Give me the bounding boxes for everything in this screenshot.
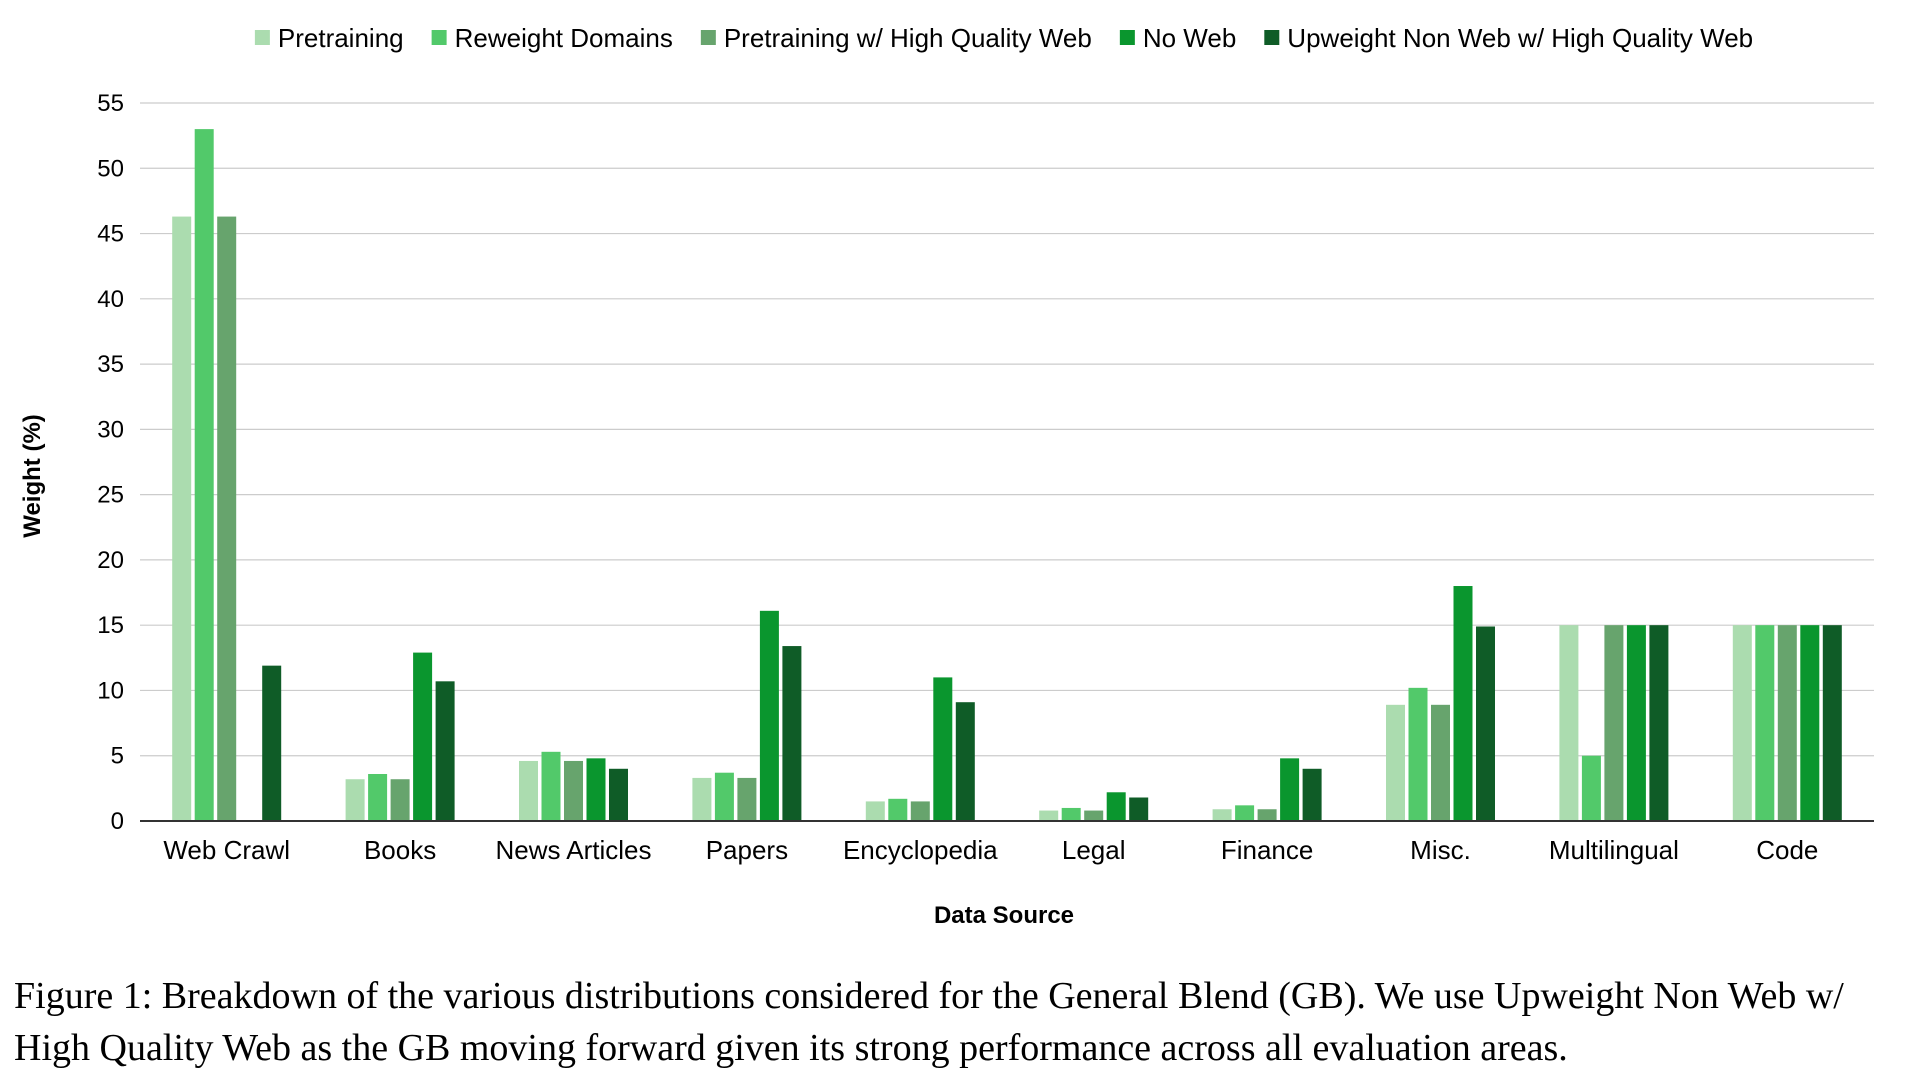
bar [1084, 810, 1104, 821]
bar [435, 681, 455, 821]
bar [609, 768, 628, 821]
chart-bars [172, 129, 1842, 822]
x-tick-label: Legal [1062, 835, 1126, 865]
legend-swatch [1119, 30, 1135, 45]
legend-label: Upweight Non Web w/ High Quality Web [1287, 23, 1753, 53]
bar [737, 777, 757, 821]
x-tick-label: News Articles [495, 835, 651, 865]
bar-chart: Pretraining Reweight Domains Pretraining w… [19, 23, 1874, 929]
bar [1235, 805, 1255, 821]
bar [1453, 586, 1473, 821]
bar [1302, 768, 1322, 821]
figure-caption: Figure 1: Breakdown of the various distr… [14, 975, 1844, 1069]
bar [413, 652, 433, 821]
bar [1800, 625, 1820, 821]
x-tick-label: Misc. [1410, 835, 1471, 865]
bar [1559, 625, 1579, 821]
y-tick-label: 20 [97, 547, 124, 574]
x-tick-label: Papers [706, 835, 788, 865]
legend-swatch [1264, 30, 1280, 45]
x-tick-label: Multilingual [1549, 835, 1679, 865]
x-tick-label: Web Crawl [163, 835, 290, 865]
bar [564, 760, 583, 821]
chart-legend: Pretraining Reweight Domains Pretraining w… [254, 23, 1753, 53]
bar [1106, 792, 1126, 821]
bar [955, 702, 975, 821]
y-tick-label: 0 [111, 808, 124, 835]
legend-label: No Web [1143, 23, 1236, 53]
bar [1626, 625, 1646, 821]
bar [1476, 626, 1495, 821]
bar [345, 779, 365, 821]
bar [1777, 625, 1797, 821]
bar [390, 779, 410, 821]
bar [1212, 809, 1232, 821]
bar [1386, 704, 1405, 821]
legend-swatch [700, 30, 716, 45]
bar [172, 216, 192, 822]
x-tick-label: Finance [1221, 835, 1314, 865]
bar [1129, 797, 1149, 821]
legend-label: Pretraining [278, 23, 404, 53]
legend-item: Pretraining [254, 23, 404, 53]
y-tick-label: 50 [97, 155, 124, 182]
bar [1039, 810, 1059, 821]
y-tick-label: 25 [97, 482, 124, 509]
bar [1408, 687, 1428, 821]
bar [1431, 704, 1450, 821]
legend-label: Pretraining w/ High Quality Web [724, 23, 1092, 53]
x-axis-title: Data Source [934, 902, 1074, 929]
x-axis-ticks: Web Crawl Books News Articles Papers Encyclo… [163, 835, 1818, 865]
y-axis-ticks: 0 5 10 15 20 25 30 35 40 45 50 55 [97, 90, 124, 835]
bar [759, 610, 779, 821]
bar [933, 677, 953, 821]
bar [217, 216, 237, 822]
legend-item: No Web [1119, 23, 1236, 53]
y-tick-label: 45 [97, 221, 124, 248]
bar [1755, 625, 1775, 821]
bar [692, 777, 712, 821]
bar [368, 774, 388, 821]
bar [782, 646, 802, 821]
bar [1732, 625, 1752, 821]
legend-label: Reweight Domains [455, 23, 673, 53]
y-tick-label: 10 [97, 677, 124, 704]
legend-item: Upweight Non Web w/ High Quality Web [1264, 23, 1753, 53]
x-tick-label: Encyclopedia [843, 835, 998, 865]
bar [541, 751, 561, 821]
bar [1604, 625, 1624, 821]
legend-swatch [431, 30, 447, 45]
legend-item: Reweight Domains [431, 23, 673, 53]
legend-item: Pretraining w/ High Quality Web [700, 23, 1092, 53]
x-tick-label: Code [1756, 835, 1818, 865]
bar [1061, 807, 1081, 821]
bar [1280, 758, 1300, 821]
y-tick-label: 5 [111, 743, 124, 770]
y-tick-label: 30 [97, 416, 124, 443]
bar [714, 772, 734, 821]
y-tick-label: 15 [97, 612, 124, 639]
y-axis-title: Weight (%) [19, 414, 46, 538]
x-tick-label: Books [364, 835, 436, 865]
bar [586, 758, 606, 821]
y-tick-label: 35 [97, 351, 124, 378]
bar [1822, 625, 1842, 821]
y-tick-label: 55 [97, 90, 124, 117]
bar [1649, 625, 1669, 821]
y-tick-label: 40 [97, 286, 124, 313]
bar [888, 798, 908, 821]
bar [519, 760, 538, 821]
bar [1581, 755, 1601, 821]
bar [910, 801, 930, 821]
legend-swatch [254, 30, 270, 45]
bar [865, 801, 885, 821]
bar [1257, 809, 1277, 821]
bar [194, 129, 214, 822]
bar [262, 665, 282, 821]
